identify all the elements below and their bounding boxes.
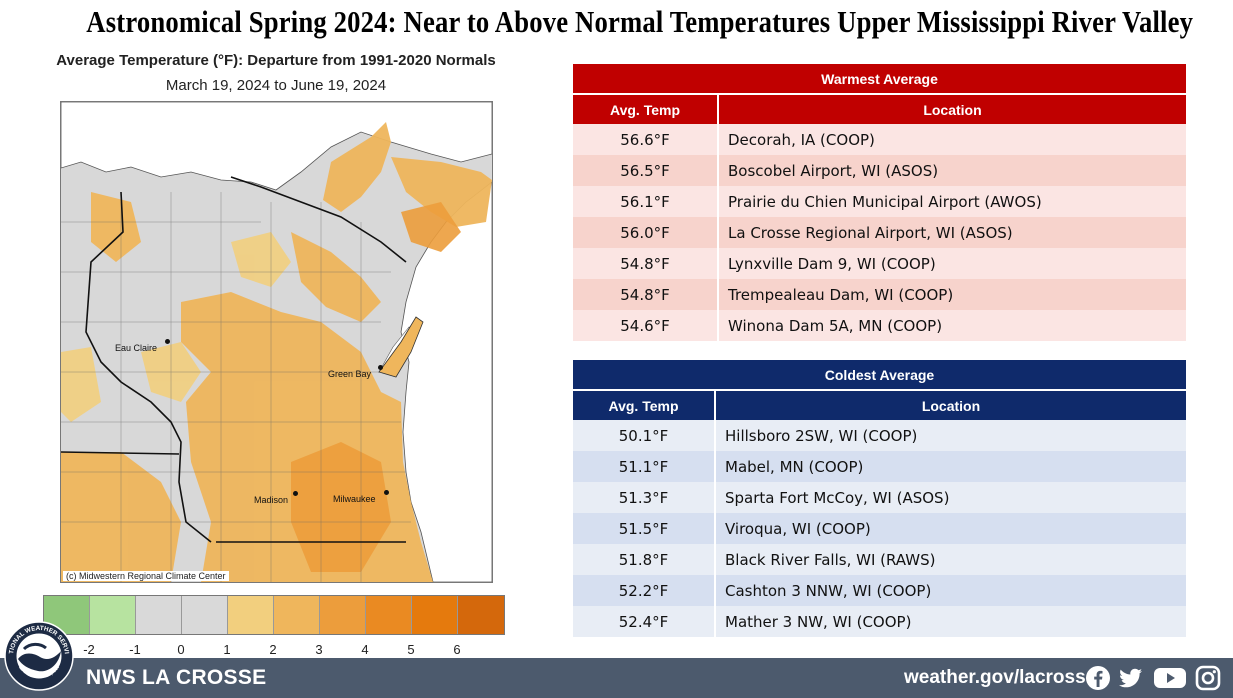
color-legend (43, 595, 505, 635)
coldest-average-table: Coldest Average Avg. Temp Location 50.1°… (573, 360, 1186, 637)
legend-swatch (458, 596, 504, 634)
state-borders (61, 176, 407, 543)
nws-logo: NATIONAL WEATHER SERVICE LA CROSSE, WI (4, 621, 74, 691)
location-cell: Black River Falls, WI (RAWS) (725, 550, 936, 569)
legend-swatch (136, 596, 182, 634)
location-cell: Cashton 3 NNW, WI (COOP) (725, 581, 932, 600)
warmest-table-header: Avg. Temp Location (573, 95, 1186, 124)
avg-temp-cell: 56.0°F (573, 217, 719, 248)
warmest-average-table: Warmest Average Avg. Temp Location 56.6°… (573, 64, 1186, 341)
legend-label: 5 (407, 642, 415, 657)
green-bay-marker (378, 365, 383, 370)
location-cell: Prairie du Chien Municipal Airport (AWOS… (728, 192, 1042, 211)
avg-temp-cell: 52.2°F (573, 575, 716, 606)
legend-label: 2 (269, 642, 277, 657)
legend-label: -2 (83, 642, 95, 657)
coldest-table-header: Avg. Temp Location (573, 391, 1186, 420)
legend-label: 4 (361, 642, 369, 657)
location-cell: Winona Dam 5A, MN (COOP) (728, 316, 943, 335)
legend-swatch (412, 596, 458, 634)
avg-temp-cell: 54.6°F (573, 310, 719, 341)
avg-temp-cell: 56.6°F (573, 124, 719, 155)
twitter-icon[interactable] (1118, 665, 1144, 691)
table-row: 50.1°F Hillsboro 2SW, WI (COOP) (573, 420, 1186, 451)
map-credit: (c) Midwestern Regional Climate Center (63, 571, 229, 581)
avg-temp-cell: 54.8°F (573, 248, 719, 279)
legend-label: -1 (129, 642, 141, 657)
legend-label: 0 (177, 642, 185, 657)
avg-temp-cell: 56.5°F (573, 155, 719, 186)
instagram-icon[interactable] (1195, 665, 1221, 691)
header-location: Location (921, 397, 981, 414)
location-cell: Boscobel Airport, WI (ASOS) (728, 161, 939, 180)
header-avg-temp: Avg. Temp (573, 391, 716, 420)
milwaukee-marker (384, 490, 389, 495)
legend-labels: -2 -1 0 1 2 3 4 5 6 (43, 642, 513, 658)
location-cell: Sparta Fort McCoy, WI (ASOS) (725, 488, 950, 507)
eau-claire-marker (165, 339, 170, 344)
legend-swatch (366, 596, 412, 634)
city-label-madison: Madison (254, 495, 289, 505)
location-cell: Lynxville Dam 9, WI (COOP) (728, 254, 936, 273)
page-headline: Astronomical Spring 2024: Near to Above … (86, 4, 1194, 39)
table-row: 51.1°F Mabel, MN (COOP) (573, 451, 1186, 482)
legend-swatch (320, 596, 366, 634)
office-name: NWS LA CROSSE (86, 666, 267, 689)
website-link[interactable]: weather.gov/lacrosse (904, 667, 1097, 688)
facebook-icon[interactable] (1085, 665, 1111, 691)
location-cell: Trempealeau Dam, WI (COOP) (728, 285, 954, 304)
table-row: 56.5°F Boscobel Airport, WI (ASOS) (573, 155, 1186, 186)
header-avg-temp: Avg. Temp (573, 95, 719, 124)
avg-temp-cell: 56.1°F (573, 186, 719, 217)
footer-bar: NWS LA CROSSE weather.gov/lacrosse (0, 658, 1233, 698)
city-label-milwaukee: Milwaukee (333, 494, 376, 504)
city-label-green-bay: Green Bay (328, 369, 372, 379)
map-graphic (61, 102, 492, 582)
avg-temp-cell: 51.3°F (573, 482, 716, 513)
table-row: 56.0°F La Crosse Regional Airport, WI (AS… (573, 217, 1186, 248)
youtube-icon[interactable] (1153, 665, 1187, 691)
legend-swatch (182, 596, 228, 634)
location-cell: Viroqua, WI (COOP) (725, 519, 871, 538)
location-cell: Mather 3 NW, WI (COOP) (725, 612, 912, 631)
avg-temp-cell: 54.8°F (573, 279, 719, 310)
location-cell: La Crosse Regional Airport, WI (ASOS) (728, 223, 1013, 242)
legend-swatch (228, 596, 274, 634)
temperature-departure-map: Eau Claire Green Bay Madison Milwaukee (… (60, 101, 493, 583)
table-row: 54.8°F Lynxville Dam 9, WI (COOP) (573, 248, 1186, 279)
legend-swatch (90, 596, 136, 634)
legend-label: 1 (223, 642, 231, 657)
avg-temp-cell: 51.5°F (573, 513, 716, 544)
avg-temp-cell: 51.8°F (573, 544, 716, 575)
avg-temp-cell: 52.4°F (573, 606, 716, 637)
header-location: Location (923, 101, 982, 118)
madison-marker (293, 491, 298, 496)
location-cell: Hillsboro 2SW, WI (COOP) (725, 426, 918, 445)
table-row: 54.8°F Trempealeau Dam, WI (COOP) (573, 279, 1186, 310)
avg-temp-cell: 50.1°F (573, 420, 716, 451)
table-row: 54.6°F Winona Dam 5A, MN (COOP) (573, 310, 1186, 341)
location-cell: Mabel, MN (COOP) (725, 457, 864, 476)
legend-label: 6 (453, 642, 461, 657)
table-row: 51.5°F Viroqua, WI (COOP) (573, 513, 1186, 544)
table-row: 52.2°F Cashton 3 NNW, WI (COOP) (573, 575, 1186, 606)
map-date-range: March 19, 2024 to June 19, 2024 (165, 77, 387, 94)
legend-swatch (274, 596, 320, 634)
table-row: 51.3°F Sparta Fort McCoy, WI (ASOS) (573, 482, 1186, 513)
legend-label: 3 (315, 642, 323, 657)
table-row: 56.1°F Prairie du Chien Municipal Airport… (573, 186, 1186, 217)
avg-temp-cell: 51.1°F (573, 451, 716, 482)
warmest-table-title: Warmest Average (573, 64, 1186, 93)
location-cell: Decorah, IA (COOP) (728, 130, 875, 149)
table-row: 56.6°F Decorah, IA (COOP) (573, 124, 1186, 155)
table-row: 52.4°F Mather 3 NW, WI (COOP) (573, 606, 1186, 637)
city-label-eau-claire: Eau Claire (115, 343, 158, 353)
coldest-table-title: Coldest Average (573, 360, 1186, 389)
map-title: Average Temperature (°F): Departure from… (56, 52, 496, 69)
table-row: 51.8°F Black River Falls, WI (RAWS) (573, 544, 1186, 575)
